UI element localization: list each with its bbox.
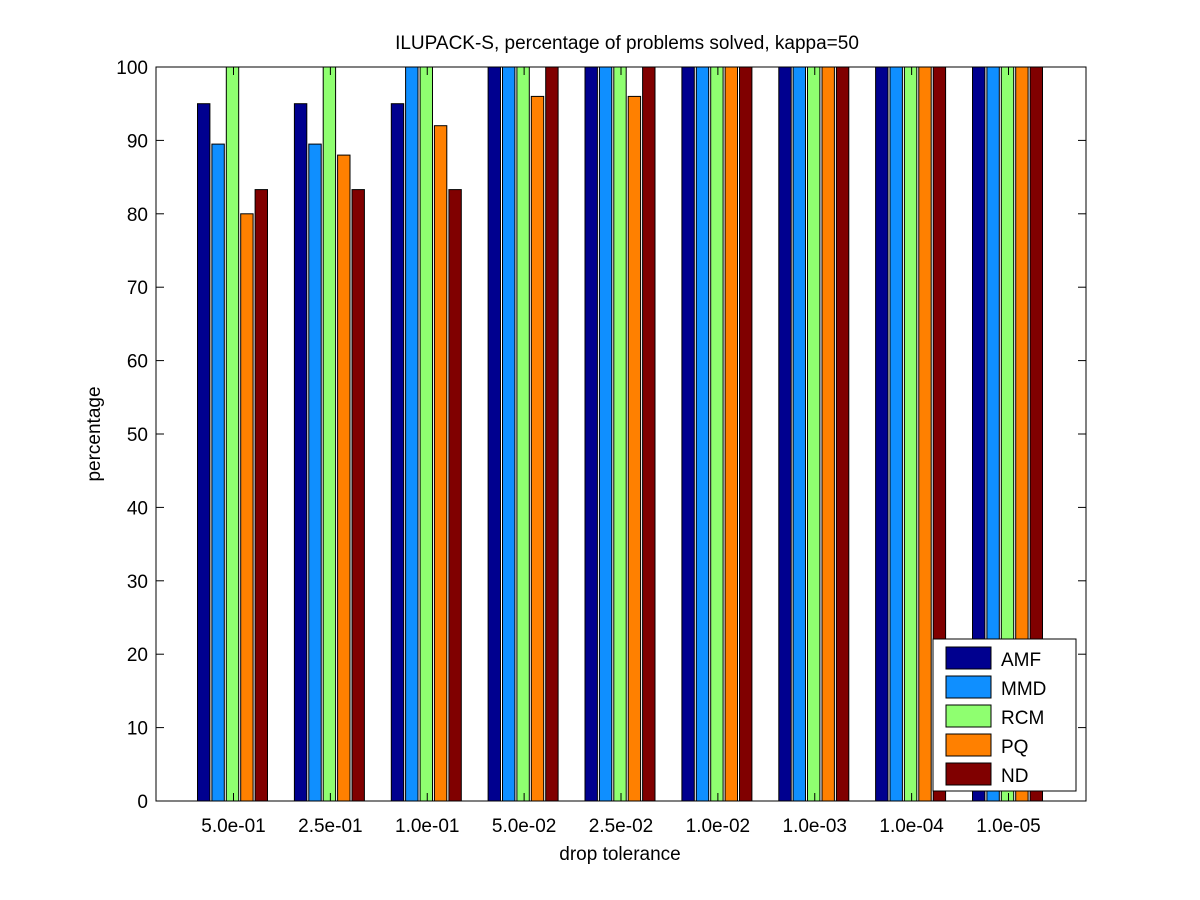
y-tick-label: 100 (116, 58, 148, 79)
bar-pq-3 (530, 95, 545, 802)
bar-amf-2 (390, 103, 405, 802)
bar-rcm-0 (225, 66, 240, 802)
y-tick-label: 20 (127, 645, 148, 666)
x-axis-label: drop tolerance (559, 844, 680, 865)
legend: AMF MMD RCM PQ ND (932, 638, 1077, 792)
bar-nd-4 (642, 66, 656, 802)
bar-amf-3 (487, 66, 502, 802)
x-tick-label: 5.0e-02 (492, 816, 556, 837)
bar-mmd-3 (502, 66, 516, 802)
bar-rcm-2 (419, 66, 434, 802)
bar-rcm-3 (516, 66, 530, 802)
y-axis-label: percentage (84, 386, 105, 481)
legend-label-pq: PQ (1001, 737, 1028, 758)
legend-label-mmd: MMD (1001, 679, 1046, 700)
bar-mmd-1 (308, 143, 322, 802)
x-tick-label: 1.0e-04 (879, 816, 944, 837)
bar-amf-4 (584, 66, 598, 802)
bar-mmd-4 (598, 66, 613, 802)
bar-amf-1 (293, 103, 308, 802)
bar-rcm-5 (710, 66, 724, 802)
bar-nd-0 (254, 189, 269, 802)
bar-mmd-5 (695, 66, 710, 802)
y-tick-label: 50 (127, 425, 148, 446)
bar-nd-5 (739, 66, 753, 802)
x-tick-label: 2.5e-02 (589, 816, 653, 837)
y-tick-label: 10 (127, 719, 148, 740)
bar-pq-6 (821, 66, 835, 802)
bar-nd-3 (545, 66, 559, 802)
x-tick-label: 1.0e-01 (395, 816, 459, 837)
legend-swatch-pq (945, 733, 992, 757)
bar-pq-7 (918, 66, 932, 802)
y-tick-label: 60 (127, 352, 148, 373)
y-tick-label: 70 (127, 278, 148, 299)
x-tick-label: 1.0e-02 (686, 816, 750, 837)
x-tick-label: 5.0e-01 (201, 816, 265, 837)
bar-mmd-6 (792, 66, 806, 802)
legend-label-nd: ND (1001, 766, 1028, 787)
bars-group (197, 66, 1043, 802)
bar-mmd-2 (405, 66, 419, 802)
bar-nd-2 (448, 189, 462, 802)
y-tick-label: 0 (137, 792, 148, 813)
legend-label-rcm: RCM (1001, 708, 1044, 729)
y-tick-label: 40 (127, 498, 148, 519)
bar-nd-1 (351, 189, 365, 802)
bar-nd-6 (835, 66, 850, 802)
bar-rcm-7 (903, 66, 918, 802)
bar-pq-5 (724, 66, 738, 802)
bar-pq-0 (240, 213, 254, 802)
bar-mmd-7 (889, 66, 903, 802)
legend-label-amf: AMF (1001, 650, 1041, 671)
bar-pq-2 (433, 125, 448, 802)
bar-amf-6 (778, 66, 792, 802)
legend-swatch-amf (945, 646, 992, 670)
x-tick-label: 2.5e-01 (298, 816, 362, 837)
x-tick-label: 1.0e-05 (976, 816, 1040, 837)
bar-amf-5 (681, 66, 695, 802)
y-tick-label: 80 (127, 205, 148, 226)
bar-pq-4 (627, 95, 642, 802)
bar-rcm-6 (807, 66, 821, 802)
y-tick-label: 90 (127, 131, 148, 152)
legend-swatch-nd (945, 762, 992, 786)
legend-swatch-mmd (945, 675, 992, 699)
bar-pq-1 (337, 154, 351, 802)
bar-rcm-1 (322, 66, 337, 802)
legend-swatch-rcm (945, 704, 992, 728)
y-tick-label: 30 (127, 572, 148, 593)
bar-rcm-4 (613, 66, 627, 802)
axes-group: 0 10 20 30 40 50 60 70 80 90 100 5.0e-01 2.5e-01 1.0e… (116, 58, 1087, 837)
bar-amf-0 (197, 103, 211, 802)
chart-title: ILUPACK-S, percentage of problems solved… (395, 33, 859, 54)
x-tick-label: 1.0e-03 (783, 816, 847, 837)
bar-amf-7 (875, 66, 889, 802)
bar-mmd-0 (211, 143, 225, 802)
